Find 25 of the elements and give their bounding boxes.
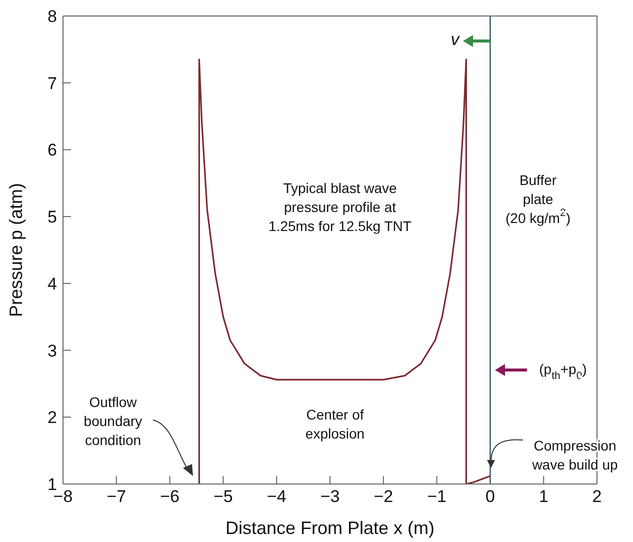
annotation: Outflow boundary condition	[84, 394, 142, 448]
y-tick-label: 1	[48, 475, 57, 494]
x-tick-label: −4	[266, 487, 286, 506]
x-tick-label: −2	[374, 487, 394, 506]
y-axis-title: Pressure p (atm)	[6, 182, 26, 318]
y-tick-label: 6	[48, 140, 57, 160]
y-tick-label: 3	[48, 341, 57, 360]
y-tick-label: 8	[48, 7, 57, 26]
x-tick-label: −5	[214, 487, 233, 506]
annotation: Typical blast wave pressure profile at 1.25ms for 12.5kg TNT	[268, 180, 412, 234]
y-tick-label: 5	[48, 208, 57, 227]
x-tick-label: −1	[427, 487, 446, 506]
y-tick-label: 4	[48, 274, 57, 294]
x-tick-label: 0	[485, 487, 495, 506]
x-tick-label: 1	[538, 487, 548, 506]
y-tick-label: 7	[48, 74, 57, 93]
x-tick-label: −3	[320, 487, 340, 506]
x-tick-label: −7	[106, 487, 126, 506]
annotation: Center of explosion	[305, 406, 365, 442]
y-tick-label: 2	[48, 408, 57, 428]
annotation: v	[450, 30, 461, 50]
x-tick-label: 2	[592, 487, 602, 506]
x-axis-title: Distance From Plate x (m)	[225, 518, 435, 538]
line-series	[198, 58, 491, 484]
x-tick-label: −6	[160, 487, 180, 506]
